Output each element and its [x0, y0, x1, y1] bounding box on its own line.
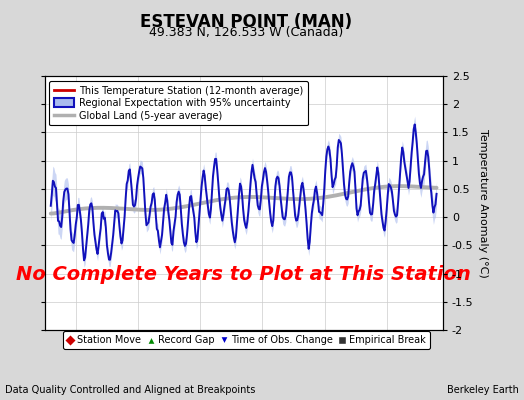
- Legend: This Temperature Station (12-month average), Regional Expectation with 95% uncer: This Temperature Station (12-month avera…: [49, 81, 308, 126]
- Legend: Station Move, Record Gap, Time of Obs. Change, Empirical Break: Station Move, Record Gap, Time of Obs. C…: [63, 331, 430, 349]
- Y-axis label: Temperature Anomaly (°C): Temperature Anomaly (°C): [477, 129, 488, 277]
- Text: 49.383 N, 126.533 W (Canada): 49.383 N, 126.533 W (Canada): [149, 26, 343, 39]
- Text: Data Quality Controlled and Aligned at Breakpoints: Data Quality Controlled and Aligned at B…: [5, 385, 256, 395]
- Text: No Complete Years to Plot at This Station: No Complete Years to Plot at This Statio…: [16, 265, 471, 284]
- Text: Berkeley Earth: Berkeley Earth: [447, 385, 519, 395]
- Text: ESTEVAN POINT (MAN): ESTEVAN POINT (MAN): [140, 13, 352, 31]
